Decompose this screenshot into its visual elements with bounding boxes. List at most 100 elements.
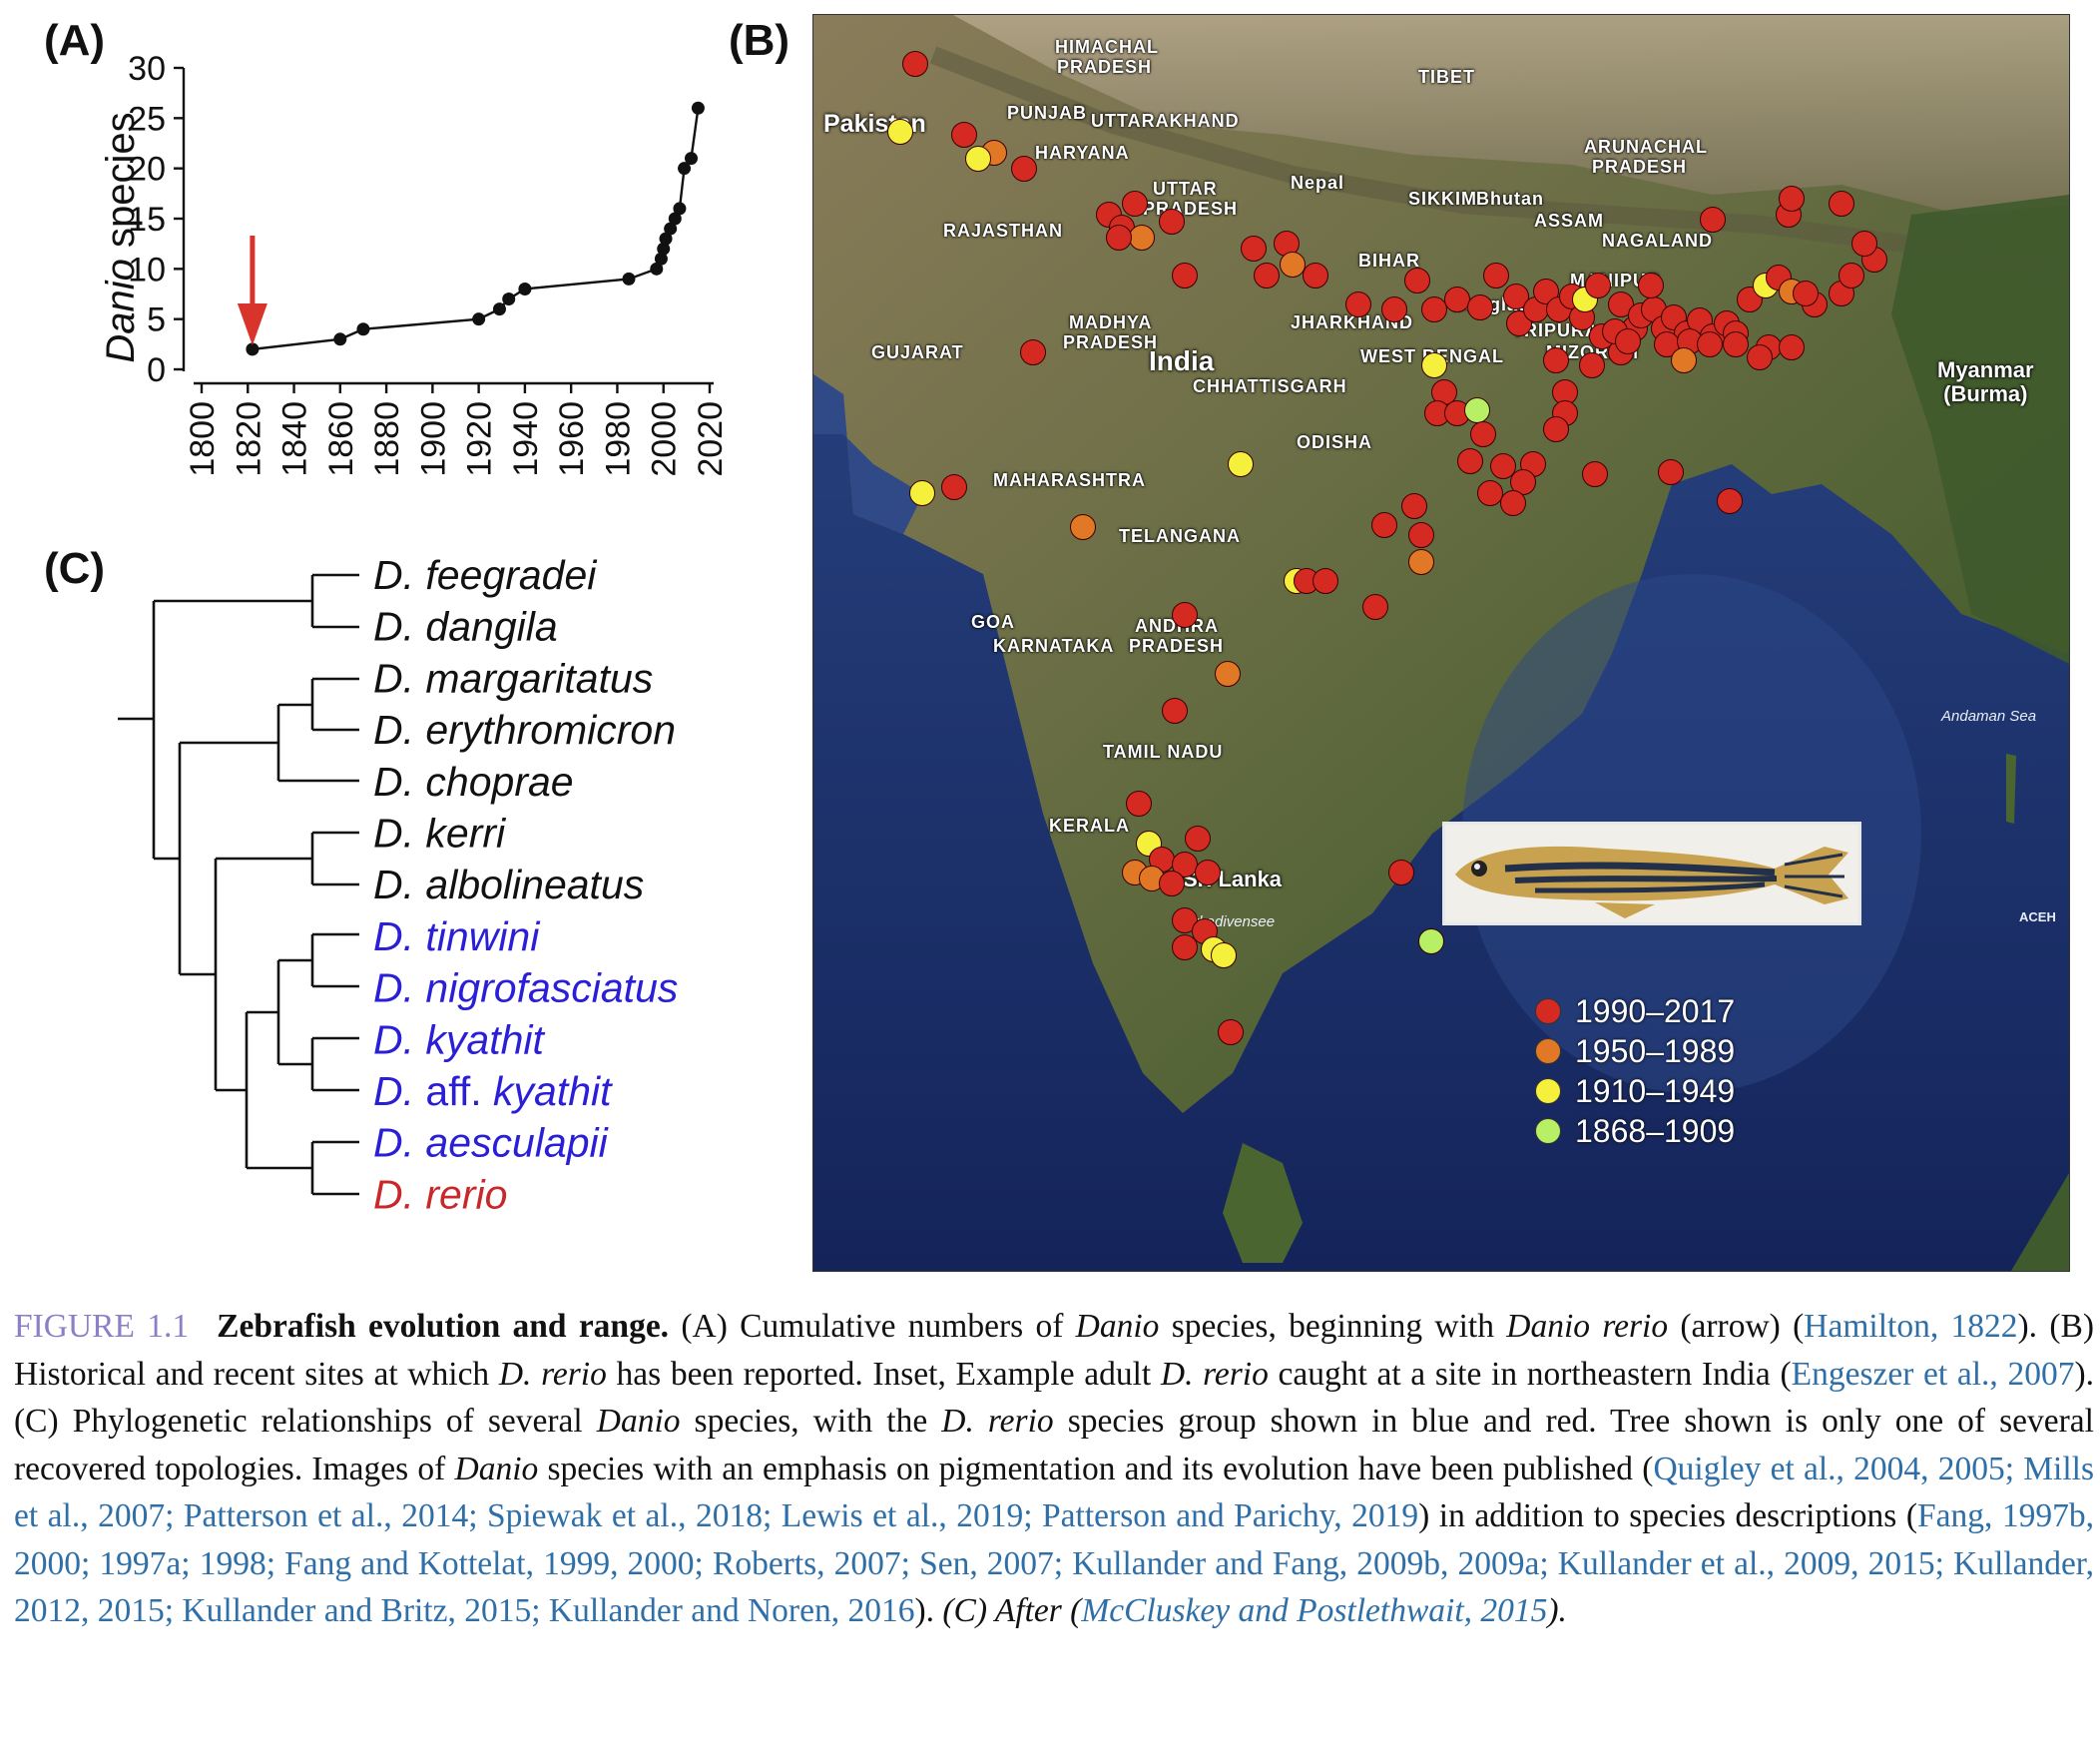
caption-link-engeszer[interactable]: Engeszer et al., 2007 — [1791, 1355, 2075, 1393]
data-point — [492, 302, 506, 316]
label-karnataka: KARNATAKA — [993, 636, 1115, 656]
site-marker-red — [1010, 156, 1037, 183]
caption-link-hamilton[interactable]: Hamilton, 1822 — [1804, 1308, 2018, 1345]
site-marker-red — [1746, 344, 1773, 371]
site-marker-red — [1443, 286, 1470, 312]
site-marker-red — [1158, 209, 1185, 236]
label-himachal: HIMACHAL — [1055, 37, 1159, 57]
data-point — [668, 212, 682, 226]
site-marker-red — [941, 474, 968, 501]
site-marker-orange — [1069, 514, 1096, 541]
panel-label-b: (B) — [729, 16, 790, 65]
caption-link-species-refs[interactable]: Fang, 1997b, 2000; 1997a; 1998; Fang and… — [14, 1497, 2094, 1629]
legend-dot-1868 — [1535, 1118, 1561, 1144]
zebrafish-inset — [1442, 822, 1861, 925]
x-tick-label: 1980 — [599, 401, 637, 477]
site-marker-green — [1463, 397, 1490, 424]
tree-branches — [118, 573, 359, 1196]
label-himachal-pradesh: PRADESH — [1057, 57, 1153, 77]
label-uttar: UTTAR — [1153, 179, 1218, 199]
site-marker-yellow — [1227, 450, 1254, 477]
label-jharkhand: JHARKHAND — [1291, 312, 1414, 332]
site-marker-yellow — [908, 479, 935, 506]
site-marker-yellow — [1211, 941, 1238, 968]
x-tick-label: 2020 — [692, 401, 730, 477]
legend-label-1990: 1990–2017 — [1575, 992, 1736, 1029]
label-rajasthan: RAJASTHAN — [943, 221, 1064, 241]
label-odisha: ODISHA — [1297, 432, 1373, 452]
caption-figure-number: FIGURE 1.1 — [14, 1308, 190, 1345]
figure-caption: FIGURE 1.1 Zebrafish evolution and range.… — [14, 1308, 2094, 1629]
legend-dot-1910 — [1535, 1078, 1561, 1104]
site-marker-red — [1387, 860, 1414, 886]
label-madhya-pradesh: PRADESH — [1063, 332, 1159, 352]
tree-species-label: D. choprae — [373, 759, 574, 805]
data-point — [333, 332, 347, 346]
data-point — [356, 322, 370, 336]
site-marker-yellow — [1572, 286, 1599, 312]
arrow-head — [237, 303, 267, 345]
label-andaman-sea: Andaman Sea — [1941, 708, 2037, 725]
label-nagaland: NAGALAND — [1602, 231, 1713, 251]
tree-species-label: D. kyathit — [373, 1016, 546, 1062]
site-marker-red — [1697, 330, 1724, 357]
data-point — [246, 342, 260, 356]
y-tick-label: 30 — [128, 50, 166, 88]
site-marker-red — [1542, 415, 1569, 442]
label-kerala: KERALA — [1049, 816, 1130, 836]
site-marker-red — [1371, 511, 1398, 538]
cumulative-species-chart: 0 5 10 15 20 25 30 1800 1820 1840 1860 1880 1900 1920… — [99, 50, 730, 477]
phylogenetic-tree: D. feegradei D. dangila D. margaritatus D. … — [118, 552, 678, 1217]
y-tick-label: 5 — [147, 301, 166, 339]
site-marker-red — [1184, 825, 1211, 852]
legend-label-1868: 1868–1909 — [1575, 1112, 1736, 1149]
site-marker-red — [1345, 291, 1372, 317]
legend-label-1910: 1910–1949 — [1575, 1072, 1736, 1109]
site-marker-red — [1850, 230, 1877, 257]
label-telangana: TELANGANA — [1119, 526, 1241, 546]
site-marker-red — [1158, 870, 1185, 896]
label-myanmar-line2: (Burma) — [1943, 381, 2028, 407]
site-marker-red — [1578, 352, 1605, 379]
label-india: India — [1149, 345, 1215, 376]
site-marker-yellow — [1420, 352, 1447, 379]
site-marker-orange — [1280, 252, 1307, 279]
legend-row-1910: 1910–1949 — [1535, 1071, 1735, 1111]
label-andhra: ANDHRA — [1135, 616, 1219, 637]
site-marker-red — [1542, 346, 1569, 373]
label-tamil-nadu: TAMIL NADU — [1103, 742, 1224, 762]
label-myanmar: Myanmar (Burma) — [1937, 357, 2034, 407]
label-myanmar-line1: Myanmar — [1937, 357, 2034, 382]
site-marker-yellow — [887, 119, 914, 146]
caption-title: Zebrafish evolution and range. — [217, 1308, 670, 1345]
caption-link-mccluskey[interactable]: McCluskey and Postlethwait, 2015 — [1081, 1592, 1548, 1629]
label-punjab: PUNJAB — [1007, 103, 1088, 123]
site-marker-red — [1723, 330, 1750, 357]
site-marker-red — [1483, 262, 1510, 289]
data-point — [678, 162, 692, 176]
label-bihar: BIHAR — [1358, 251, 1420, 271]
label-uttar-pradesh: PRADESH — [1143, 199, 1239, 219]
site-marker-red — [1457, 447, 1483, 474]
caption-link-pigmentation-refs[interactable]: Quigley et al., 2004, 2005; Mills et al.… — [14, 1450, 2094, 1535]
label-assam: ASSAM — [1534, 211, 1605, 231]
distribution-map: HIMACHAL PRADESH PUNJAB UTTARAKHAND HARY… — [812, 14, 2070, 1272]
site-marker-red — [1361, 594, 1388, 621]
site-marker-red — [1476, 479, 1503, 506]
panel-label-a: (A) — [44, 16, 106, 65]
site-marker-red — [1585, 273, 1612, 299]
label-arunachal: ARUNACHAL — [1584, 137, 1708, 157]
x-tick-label: 1960 — [553, 401, 591, 477]
data-point — [659, 232, 673, 246]
data-point — [518, 282, 532, 295]
site-marker-orange — [1407, 548, 1434, 575]
x-tick-label: 2000 — [646, 401, 684, 477]
label-nepal: Nepal — [1291, 173, 1345, 193]
tree-species-label: D. albolineatus — [373, 862, 644, 907]
label-tibet: TIBET — [1418, 67, 1475, 87]
legend-dot-1990 — [1535, 998, 1561, 1024]
label-maharashtra: MAHARASHTRA — [993, 470, 1146, 490]
site-marker-red — [1125, 791, 1152, 818]
x-tick-label: 1920 — [461, 401, 499, 477]
site-marker-red — [1122, 190, 1149, 217]
